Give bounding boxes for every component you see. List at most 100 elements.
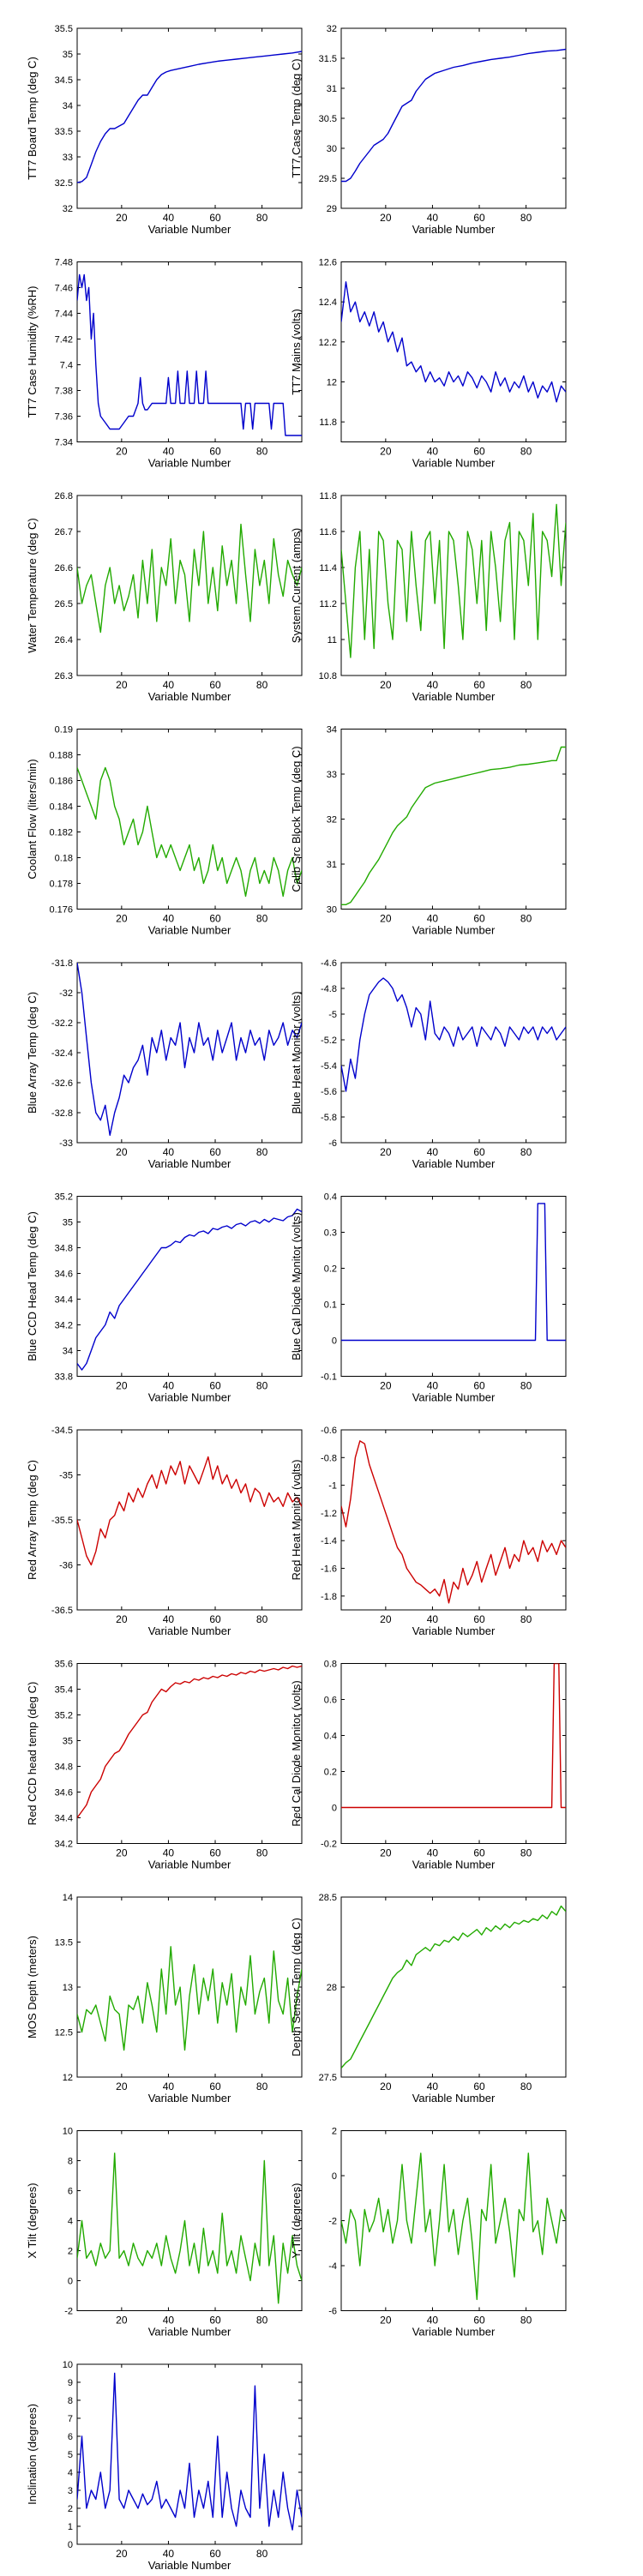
x-tick-label: 60	[473, 913, 485, 925]
chart-17: 20 40 60 80 12 12.5 13 13.5 14 Variable Number MOS…	[26, 1893, 303, 2105]
y-tick-label: 0	[68, 2277, 73, 2287]
x-tick-label: 60	[473, 2315, 485, 2327]
plot-frame	[76, 962, 303, 1144]
x-tick-label: 40	[427, 2315, 439, 2327]
y-tick-label: -0.1	[321, 1372, 337, 1383]
chart-14: 20 40 60 80 -1.8 -1.6 -1.4 -1.2 -1 -0.8 -0.6 Variab…	[290, 1426, 567, 1637]
y-tick-label: 0.4	[324, 1732, 337, 1742]
x-tick-label: 60	[473, 1847, 485, 1859]
y-tick-label: 31	[327, 84, 337, 94]
x-tick-label: 80	[256, 1380, 268, 1392]
y-tick-label: 11.8	[319, 491, 337, 501]
chart-10: 20 40 60 80 -6 -5.8 -5.6 -5.4 -5.2 -5 -4.8 -4.6 Vari…	[290, 958, 567, 1170]
y-tick-label: 32	[327, 24, 337, 34]
x-axis-label: Variable Number	[148, 690, 231, 703]
x-tick-label: 40	[163, 1146, 175, 1158]
y-tick-label: 30	[327, 144, 337, 154]
x-axis-label: Variable Number	[148, 2092, 231, 2105]
x-axis-label: Variable Number	[148, 1858, 231, 1871]
y-tick-label: 9	[68, 2378, 73, 2388]
y-tick-label: -5.6	[321, 1087, 337, 1097]
plot-frame	[76, 261, 303, 442]
chart-19: 20 40 60 80 -2 0 2 4 6 8 10 Variable Number X Tilt (…	[26, 2127, 303, 2339]
y-tick-label: -6	[328, 2307, 337, 2317]
series-line	[341, 503, 566, 658]
x-tick-label: 20	[380, 1847, 392, 1859]
x-axis-label: Variable Number	[412, 2326, 496, 2339]
x-tick-label: 20	[380, 212, 392, 224]
y-tick-label: 7.42	[55, 335, 73, 345]
y-tick-label: -1.2	[321, 1509, 337, 1519]
series-line	[77, 963, 302, 1136]
x-tick-label: 20	[116, 1847, 128, 1859]
series-line	[77, 273, 302, 436]
x-tick-label: 80	[520, 1613, 532, 1625]
y-tick-label: 13.5	[55, 1938, 73, 1949]
x-tick-label: 60	[473, 679, 485, 691]
series-line	[341, 746, 566, 905]
y-tick-label: 32	[63, 204, 73, 214]
x-axis-label: Variable Number	[148, 1624, 231, 1637]
chart-16: 20 40 60 80 -0.2 0 0.2 0.4 0.6 0.8 Variable Number…	[290, 1660, 567, 1871]
plot-frame	[76, 1196, 303, 1377]
chart-15: 20 40 60 80 34.2 34.4 34.6 34.8 35 35.2 35.4 35.6 Va…	[26, 1660, 303, 1871]
x-tick-label: 40	[163, 2081, 175, 2093]
y-tick-label: -5.8	[321, 1113, 337, 1123]
x-axis-label: Variable Number	[148, 457, 231, 470]
x-axis-label: Variable Number	[148, 1391, 231, 1404]
y-axis-label: Blue Cal Diode Monitor (volts)	[290, 1212, 303, 1360]
y-tick-label: 0	[332, 1804, 337, 1814]
x-axis-label: Variable Number	[148, 1157, 231, 1170]
y-tick-label: 34	[327, 725, 337, 736]
y-axis-label: MOS Depth (meters)	[26, 1936, 39, 2039]
plot-frame	[340, 1663, 567, 1844]
y-tick-label: 7.34	[55, 438, 73, 448]
y-tick-label: 28	[327, 1983, 337, 1993]
y-tick-label: -35	[59, 1471, 73, 1481]
y-tick-label: 7.38	[55, 387, 73, 397]
plot-frame	[76, 27, 303, 209]
y-tick-label: 35.4	[55, 1685, 73, 1696]
plot-frame	[76, 495, 303, 676]
series-line	[77, 1665, 302, 1818]
chart-13: 20 40 60 80 -36.5 -36 -35.5 -35 -34.5 Variable Nu…	[26, 1426, 303, 1637]
x-axis-label: Variable Number	[412, 924, 496, 937]
y-tick-label: 0.2	[324, 1768, 337, 1778]
plot-frame	[340, 261, 567, 442]
y-tick-label: 26.4	[55, 635, 73, 646]
chart-21: 20 40 60 80 0 1 2 3 4 5 6 7 8 9 10 Variable Number Incli…	[26, 2360, 303, 2572]
y-axis-label: System Current (amps)	[290, 528, 303, 643]
x-tick-label: 80	[256, 913, 268, 925]
x-tick-label: 20	[116, 1380, 128, 1392]
y-tick-label: 0.178	[49, 880, 73, 890]
y-tick-label: -1.6	[321, 1564, 337, 1575]
y-tick-label: -31.8	[51, 958, 73, 969]
series-line	[77, 523, 302, 633]
y-tick-label: -35.5	[51, 1516, 73, 1526]
y-tick-label: 27.5	[319, 2073, 337, 2083]
x-tick-label: 40	[427, 1847, 439, 1859]
x-tick-label: 60	[209, 1146, 221, 1158]
x-tick-label: 20	[380, 679, 392, 691]
y-tick-label: 12.2	[319, 338, 337, 348]
y-tick-label: 8	[68, 2157, 73, 2167]
x-tick-label: 80	[520, 446, 532, 458]
y-tick-label: 12.5	[55, 2028, 73, 2039]
x-tick-label: 60	[209, 446, 221, 458]
y-tick-label: 11.8	[319, 417, 337, 428]
y-tick-label: -0.8	[321, 1453, 337, 1463]
x-axis-label: Variable Number	[412, 690, 496, 703]
y-tick-label: 30	[327, 905, 337, 916]
y-tick-label: -36.5	[51, 1606, 73, 1616]
y-tick-label: -4.6	[321, 958, 337, 969]
y-tick-label: 26.6	[55, 563, 73, 573]
x-tick-label: 40	[427, 1613, 439, 1625]
x-axis-label: Variable Number	[412, 223, 496, 236]
y-tick-label: -34.5	[51, 1426, 73, 1436]
x-tick-label: 80	[256, 2315, 268, 2327]
x-tick-label: 60	[209, 2548, 221, 2560]
x-tick-label: 20	[116, 2081, 128, 2093]
series-line	[77, 766, 302, 898]
x-tick-label: 40	[427, 1380, 439, 1392]
